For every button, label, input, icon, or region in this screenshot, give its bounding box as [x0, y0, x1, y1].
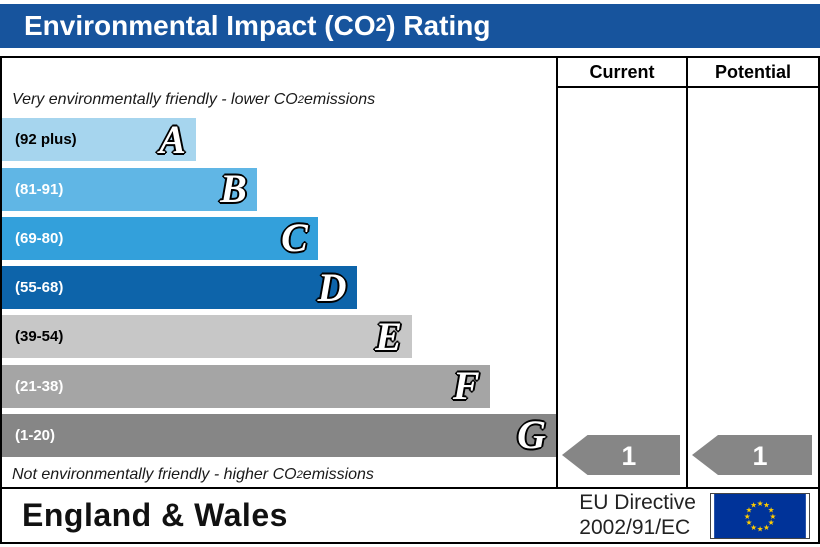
band-bar-f: (21-38) F [2, 363, 490, 408]
region-label: England & Wales [22, 497, 288, 533]
potential-rating-value: 1 [752, 441, 767, 471]
potential-rating-arrow: 1 [692, 435, 812, 475]
potential-column: Potential 1 [686, 58, 818, 487]
svg-text:★: ★ [763, 522, 770, 531]
top-note: Very environmentally friendly - lower CO… [12, 91, 376, 108]
bands-column: Very environmentally friendly - lower CO… [2, 58, 556, 487]
band-bar-a: (92 plus) A [2, 116, 196, 162]
band-letter-d: D [317, 264, 347, 310]
svg-text:★: ★ [763, 500, 770, 509]
svg-text:★: ★ [757, 498, 764, 507]
band-range-b: (81-91) [15, 180, 64, 198]
svg-text:★: ★ [768, 505, 775, 514]
svg-text:★: ★ [746, 505, 753, 514]
rating-chart: Very environmentally friendly - lower CO… [0, 56, 820, 489]
band-letter-b: B [220, 166, 247, 211]
svg-text:★: ★ [750, 500, 757, 509]
band-range-c: (69-80) [15, 229, 64, 247]
band-letter-a: A [159, 116, 186, 162]
band-row-g: (1-20) G [2, 412, 556, 458]
band-range-e: (39-54) [15, 328, 64, 346]
band-range-f: (21-38) [15, 377, 64, 395]
header-spacer [2, 58, 556, 88]
current-rating-value: 1 [621, 441, 636, 471]
eu-flag-icon: ★ ★ ★ ★ ★ ★ ★ ★ ★ ★ ★ ★ [710, 492, 810, 539]
band-letter-g: G [517, 412, 546, 458]
svg-text:★: ★ [757, 524, 764, 533]
title-text-pre: Environmental Impact (CO [24, 10, 376, 41]
band-row-d: (55-68) D [2, 266, 556, 309]
potential-column-header: Potential [688, 58, 818, 88]
svg-text:★: ★ [770, 511, 777, 520]
svg-text:★: ★ [746, 518, 753, 527]
eu-directive-label: EU Directive 2002/91/EC [579, 490, 696, 539]
current-rating-arrow: 1 [562, 435, 680, 475]
band-list: (92 plus) A (81-91) B (69-80) C (55-68) [2, 112, 556, 463]
band-letter-e: E [375, 313, 402, 359]
band-row-e: (39-54) E [2, 313, 556, 359]
band-row-f: (21-38) F [2, 363, 556, 408]
band-row-b: (81-91) B [2, 166, 556, 211]
svg-text:★: ★ [744, 511, 751, 520]
band-range-g: (1-20) [15, 426, 56, 444]
band-bar-b: (81-91) B [2, 166, 257, 211]
band-row-c: (69-80) C [2, 215, 556, 261]
page-title: Environmental Impact (CO 2) Rating [0, 4, 820, 48]
band-letter-f: F [452, 363, 480, 408]
band-bar-c: (69-80) C [2, 215, 318, 261]
title-text-post: ) Rating [386, 10, 491, 41]
svg-text:★: ★ [768, 518, 775, 527]
band-bar-d: (55-68) D [2, 266, 357, 309]
band-range-a: (92 plus) [15, 131, 77, 149]
band-range-d: (55-68) [15, 279, 64, 296]
current-column: Current 1 [556, 58, 686, 487]
footer-bar: England & Wales EU Directive 2002/91/EC … [0, 489, 820, 544]
band-row-a: (92 plus) A [2, 116, 556, 162]
band-bar-g: (1-20) G [2, 412, 556, 458]
current-column-header: Current [558, 58, 686, 88]
bottom-note: Not environmentally friendly - higher CO… [12, 466, 374, 483]
svg-text:★: ★ [750, 522, 757, 531]
band-letter-c: C [281, 215, 308, 261]
band-bar-e: (39-54) E [2, 313, 412, 359]
